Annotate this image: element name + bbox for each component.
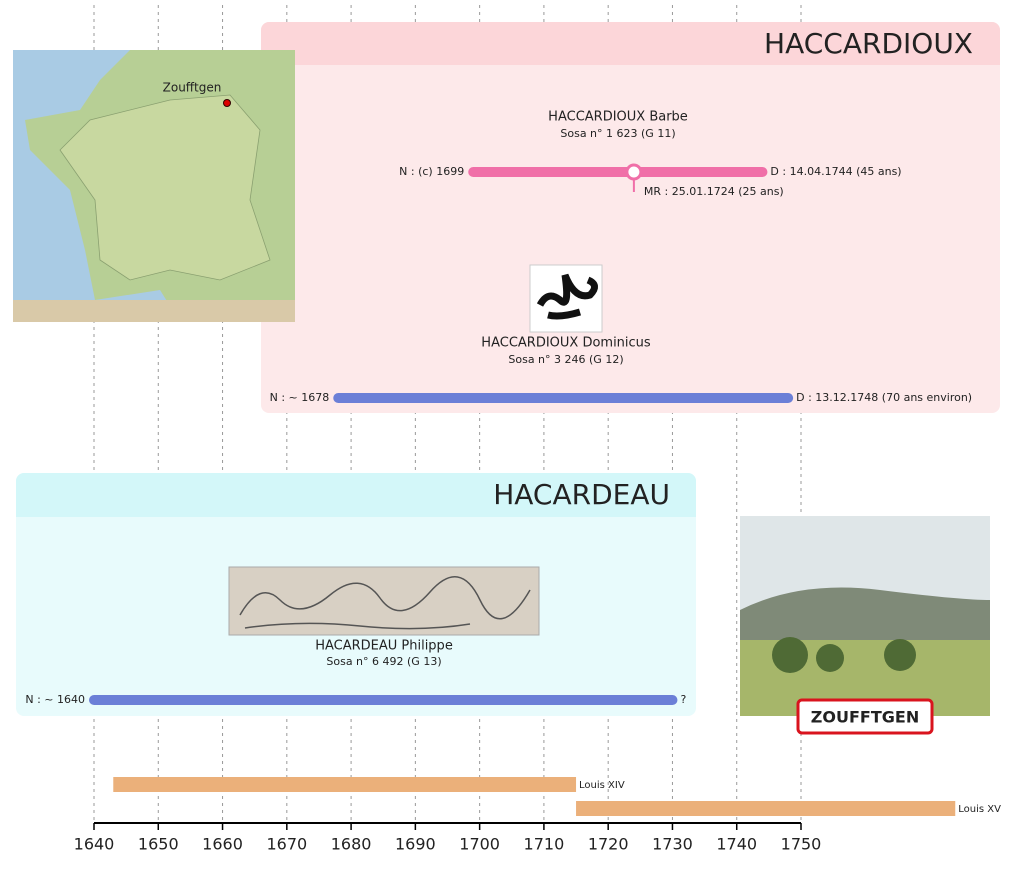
marriage-marker [625, 163, 643, 181]
marks: 1640 1650 1660 1670 1680 1690 1700 1710 1720 1730… [25, 163, 1001, 854]
birth-label: N : ~ 1640 [25, 693, 85, 706]
x-tick-label: 1650 [138, 835, 179, 854]
x-tick-label: 1680 [331, 835, 372, 854]
x-tick-label: 1710 [524, 835, 565, 854]
x-tick-label: 1690 [395, 835, 436, 854]
family-title: HACCARDIOUX [764, 27, 973, 60]
village-photo [740, 516, 990, 716]
person-sosa: Sosa n° 1 623 (G 11) [560, 127, 675, 140]
death-label: ? [680, 693, 686, 706]
death-label: D : 13.12.1748 (70 ans environ) [796, 391, 972, 404]
map: Zoufftgen [13, 50, 295, 322]
handwriting [239, 576, 531, 630]
reign-bar [113, 777, 577, 792]
x-tick-label: 1670 [266, 835, 307, 854]
birth-label: N : (c) 1699 [399, 165, 464, 178]
reign-label: Louis XV [958, 804, 1001, 815]
x-tick-label: 1720 [588, 835, 629, 854]
map-label: Zoufftgen [163, 81, 222, 95]
x-tick-label: 1660 [202, 835, 243, 854]
sign [796, 698, 934, 735]
signature [536, 273, 598, 320]
birth-label: N : ~ 1678 [270, 391, 330, 404]
family-title: HACARDEAU [493, 478, 670, 511]
panel-header [16, 473, 696, 517]
person-sosa: Sosa n° 6 492 (G 13) [326, 655, 441, 668]
x-tick-label: 1750 [781, 835, 822, 854]
person-name: HACCARDIOUX Dominicus [481, 336, 651, 351]
death-label: D : 14.04.1744 (45 ans) [770, 165, 901, 178]
panel-header [261, 22, 1000, 65]
person-name: HACCARDIOUX Barbe [548, 110, 688, 125]
person-sosa: Sosa n° 3 246 (G 12) [508, 353, 623, 366]
sign-text: ZOUFFTGEN [811, 708, 919, 727]
x-tick-label: 1740 [716, 835, 757, 854]
marriage-label: MR : 25.01.1724 (25 ans) [644, 185, 784, 198]
x-tick-label: 1640 [74, 835, 115, 854]
x-tick-label: 1730 [652, 835, 693, 854]
reign-bar [576, 801, 956, 816]
person-name: HACARDEAU Philippe [315, 639, 453, 654]
family-panel [261, 22, 1000, 413]
x-tick-label: 1700 [459, 835, 500, 854]
reign-label: Louis XIV [579, 780, 625, 791]
